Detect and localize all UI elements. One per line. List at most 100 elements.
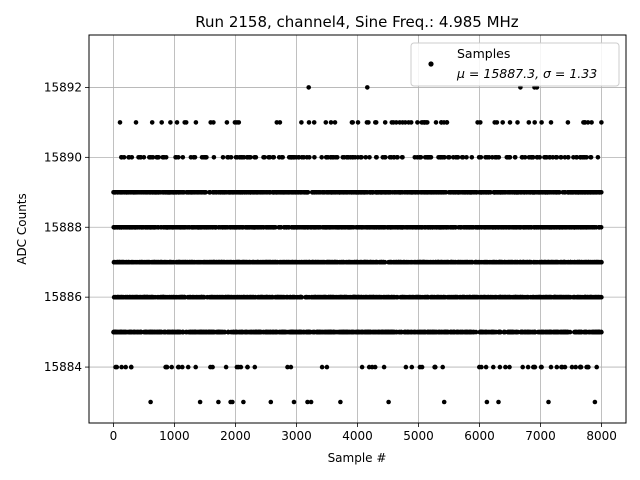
sample-point [389,120,395,125]
sample-point [484,259,490,265]
sample-point [373,120,379,125]
sample-point [572,225,577,230]
sample-point [334,190,340,195]
sample-point [303,190,309,195]
sample-point [492,259,497,265]
sample-point [261,259,267,265]
sample-point [212,294,218,300]
sample-point [276,190,281,195]
sample-point [265,294,270,300]
sample-point [280,155,286,160]
sample-point [111,294,117,300]
sample-point [123,294,129,300]
sample-point [290,190,295,195]
sample-point [520,364,525,370]
sample-point [567,190,573,195]
sample-point [220,225,226,230]
sample-point [366,120,371,125]
sample-point [414,294,419,300]
sample-point [594,294,600,300]
sample-point [394,259,400,265]
sample-point [300,259,306,265]
sample-point [456,259,461,265]
sample-point [444,225,449,230]
sample-point [171,259,176,265]
sample-point [585,120,591,125]
sample-point [578,364,584,370]
sample-point [584,364,589,370]
sample-point [547,294,553,300]
sample-point [428,294,434,300]
sample-point [235,259,241,265]
sample-point [525,259,530,265]
legend-box [410,42,620,87]
sample-point [583,225,588,230]
sample-point [469,155,475,160]
sample-point [251,225,256,230]
sample-point [590,259,595,265]
sample-point [374,259,379,265]
sample-point [183,259,189,265]
sample-point [340,294,346,300]
sample-point [363,155,369,160]
sample-point [234,364,240,370]
sample-point [463,259,468,265]
sample-point [449,294,455,300]
sample-point [520,225,526,230]
sample-point [550,190,556,195]
sample-point [381,259,386,265]
sample-point [373,155,379,160]
sample-point [303,294,308,300]
sample-point [126,155,132,160]
sample-point [470,259,475,265]
sample-point [359,155,364,160]
sample-point [464,329,469,335]
sample-point [382,120,388,125]
sample-point [149,259,154,265]
sample-point [206,329,211,335]
sample-point [224,225,229,230]
sample-point [467,329,472,335]
sample-point [577,190,583,195]
sample-point [234,155,240,160]
sample-point [132,329,137,335]
sample-point [322,225,328,230]
sample-point [535,329,541,335]
sample-point [483,364,489,370]
sample-point [554,364,560,370]
sample-point [462,225,467,230]
sample-point [532,120,537,125]
sample-point [577,259,582,265]
sample-point [121,155,127,160]
sample-point [133,120,139,125]
sample-point [199,259,205,265]
sample-point [572,259,577,265]
sample-point [155,190,161,195]
sample-point [547,225,552,230]
sample-point [507,120,513,125]
sample-point [524,190,530,195]
sample-point [460,155,466,160]
sample-point [346,225,352,230]
sample-point [563,294,569,300]
sample-point [519,155,525,160]
x-tick-label: 6000 [464,429,495,443]
sample-point [453,294,458,300]
sample-point [483,294,489,300]
sample-point [271,155,277,160]
sample-point [142,294,147,300]
sample-point [256,294,262,300]
sample-point [270,190,276,195]
sample-point [224,294,230,300]
sample-point [238,364,244,370]
sample-point [223,364,229,370]
sample-point [571,294,576,300]
sample-point [403,364,409,370]
sample-point [597,190,602,195]
sample-point [595,155,601,160]
sample-point [169,364,174,370]
sample-point [131,190,137,195]
sample-point [399,155,405,160]
sample-point [558,329,564,335]
sample-point [380,155,386,160]
